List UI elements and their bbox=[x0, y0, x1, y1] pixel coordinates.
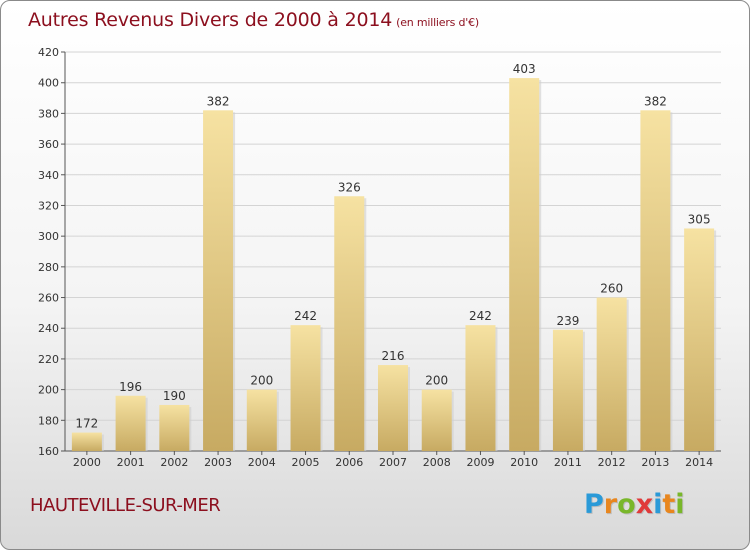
bar-value-label: 403 bbox=[513, 62, 536, 76]
y-tick-label: 360 bbox=[38, 138, 59, 151]
bar-value-label: 242 bbox=[294, 309, 317, 323]
bar-value-label: 382 bbox=[644, 94, 667, 108]
bar-value-label: 200 bbox=[250, 374, 273, 388]
bar bbox=[684, 228, 715, 451]
x-tick-label: 2000 bbox=[73, 456, 101, 469]
bar-value-label: 239 bbox=[556, 314, 579, 328]
title-text: Autres Revenus Divers de 2000 à 2014 bbox=[28, 9, 393, 31]
bar bbox=[465, 325, 496, 451]
x-tick-label: 2004 bbox=[248, 456, 276, 469]
y-tick-label: 200 bbox=[38, 384, 59, 397]
proxiti-logo: Proxiti bbox=[584, 489, 685, 520]
bar bbox=[203, 110, 234, 452]
y-tick-label: 240 bbox=[38, 322, 59, 335]
bar bbox=[596, 297, 627, 451]
bar-value-label: 382 bbox=[207, 94, 230, 108]
chart-title: Autres Revenus Divers de 2000 à 2014 (en … bbox=[28, 9, 479, 31]
bar-value-label: 190 bbox=[163, 389, 186, 403]
logo-letter: t bbox=[662, 489, 676, 520]
bars bbox=[71, 78, 717, 452]
bar bbox=[509, 78, 540, 451]
bar bbox=[115, 395, 146, 451]
x-tick-label: 2005 bbox=[292, 456, 320, 469]
bar bbox=[378, 365, 408, 451]
x-tick-label: 2002 bbox=[160, 456, 188, 469]
x-tick-label: 2014 bbox=[685, 456, 713, 469]
x-tick-label: 2013 bbox=[641, 456, 669, 469]
bar bbox=[290, 325, 321, 451]
y-tick-label: 320 bbox=[38, 199, 59, 212]
bar-value-label: 242 bbox=[469, 309, 492, 323]
x-tick-label: 2012 bbox=[598, 456, 626, 469]
x-tick-label: 2009 bbox=[466, 456, 494, 469]
bar bbox=[159, 404, 190, 451]
bar-value-label: 200 bbox=[425, 374, 448, 388]
logo-letter: i bbox=[653, 489, 663, 520]
bar-value-label: 326 bbox=[338, 180, 361, 194]
y-tick-label: 260 bbox=[38, 292, 59, 305]
x-tick-label: 2003 bbox=[204, 456, 232, 469]
bar bbox=[640, 110, 671, 452]
x-tick-label: 2006 bbox=[335, 456, 363, 469]
bar bbox=[552, 329, 583, 451]
logo-letter: x bbox=[635, 489, 654, 520]
bar-value-label: 216 bbox=[382, 349, 405, 363]
bar-value-label: 172 bbox=[75, 417, 98, 431]
y-tick-label: 220 bbox=[38, 353, 59, 366]
x-tick-label: 2008 bbox=[423, 456, 451, 469]
y-tick-label: 380 bbox=[38, 107, 59, 120]
location-name: HAUTEVILLE-SUR-MER bbox=[30, 495, 221, 516]
bar-value-label: 196 bbox=[119, 380, 142, 394]
chart-subtitle: (en milliers d'€) bbox=[396, 16, 480, 29]
y-tick-label: 160 bbox=[38, 445, 59, 458]
bar-value-label: 260 bbox=[600, 282, 623, 296]
x-tick-label: 2011 bbox=[554, 456, 582, 469]
y-tick-label: 280 bbox=[38, 261, 59, 274]
y-tick-label: 340 bbox=[38, 169, 59, 182]
bar bbox=[334, 196, 365, 451]
logo-letter: o bbox=[617, 489, 636, 520]
x-tick-label: 2001 bbox=[117, 456, 145, 469]
bar bbox=[71, 432, 102, 451]
logo-letter: r bbox=[603, 489, 618, 520]
x-tick-label: 2007 bbox=[379, 456, 407, 469]
bar-value-label: 305 bbox=[688, 212, 711, 226]
labels: 160 180 200 220 240 260 280 300 320 340 360 380 400 4… bbox=[38, 46, 713, 469]
y-tick-label: 400 bbox=[38, 77, 59, 90]
y-tick-label: 420 bbox=[38, 46, 59, 59]
y-tick-label: 300 bbox=[38, 230, 59, 243]
y-tick-label: 180 bbox=[38, 414, 59, 427]
logo-letter: i bbox=[675, 489, 685, 520]
logo-letter: P bbox=[584, 489, 604, 520]
x-tick-label: 2010 bbox=[510, 456, 538, 469]
bar bbox=[421, 389, 452, 451]
bar bbox=[246, 389, 277, 451]
